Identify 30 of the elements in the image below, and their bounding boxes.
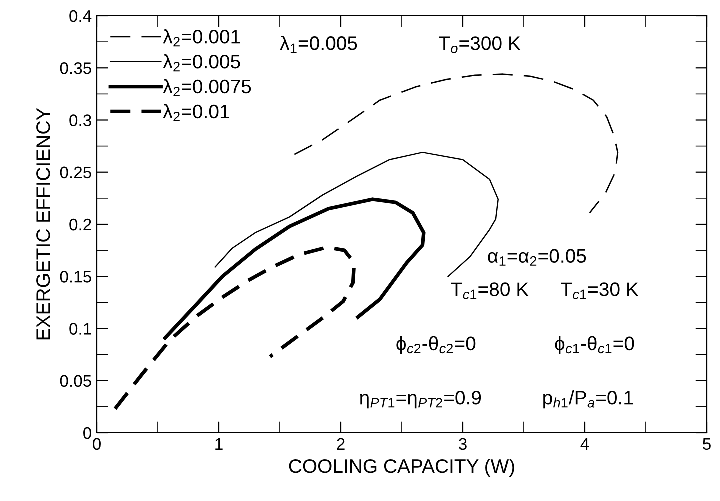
annotation: T$_{c1}$=80 K xyxy=(451,282,529,300)
annotation: λ$_{1}$=0.005 xyxy=(280,36,358,54)
annotation: α$_{1}$=α$_{2}$=0.05 xyxy=(488,249,586,266)
x-tick-label: 3 xyxy=(459,438,467,450)
legend-label: λ$_{2}$=0.005 xyxy=(163,54,240,72)
y-tick-label: 0.4 xyxy=(70,10,92,22)
legend-label: λ$_{2}$=0.0075 xyxy=(163,79,252,97)
y-axis-title: EXERGETIC EFFICIENCY xyxy=(36,108,50,340)
y-tick-label: 0.25 xyxy=(60,166,92,179)
y-tick-label: 0.2 xyxy=(70,218,92,231)
y-tick-label: 0.35 xyxy=(60,62,92,74)
y-tick-label: 0.1 xyxy=(70,323,92,335)
x-tick-label: 2 xyxy=(337,438,345,450)
annotation: ϕ$_{c1}$-θ$_{c1}$=0 xyxy=(555,336,634,354)
annotation: T$_{o}$=300 K xyxy=(439,36,521,54)
legend-label: λ$_{2}$=0.001 xyxy=(163,30,240,47)
annotation: ϕ$_{c2}$-θ$_{c2}$=0 xyxy=(396,336,476,354)
y-tick-label: 0.05 xyxy=(60,375,92,388)
annotation: T$_{c1}$=30 K xyxy=(561,282,639,300)
x-axis-title: COOLING CAPACITY (W) xyxy=(289,458,514,478)
x-tick-label: 4 xyxy=(580,438,590,450)
x-tick-label: 5 xyxy=(703,438,711,450)
y-tick-label: 0.15 xyxy=(60,271,92,283)
y-tick-label: 0.3 xyxy=(70,114,92,126)
y-tick-label: 0 xyxy=(84,427,92,440)
x-tick-label: 0 xyxy=(93,438,101,450)
annotation: η$_{PT1}$=η$_{PT2}$=0.9 xyxy=(360,391,482,409)
x-tick-label: 1 xyxy=(216,438,223,450)
annotation: p$_{h1}$/P$_{a}$=0.1 xyxy=(544,390,634,409)
legend-label: λ$_{2}$=0.01 xyxy=(163,104,230,122)
